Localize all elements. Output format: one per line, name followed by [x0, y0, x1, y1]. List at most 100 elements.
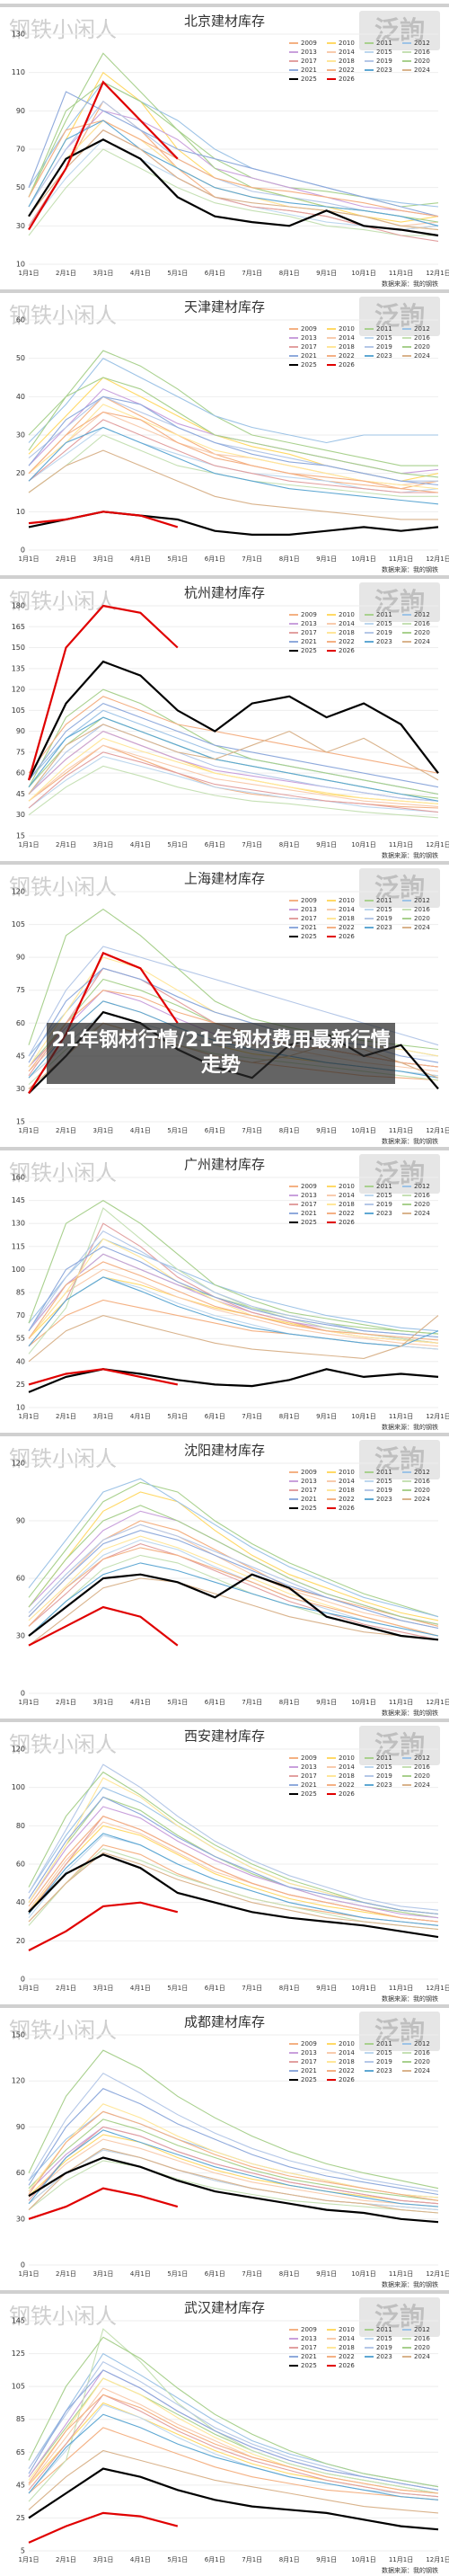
y-tick-label: 45: [16, 790, 25, 798]
x-tick-label: 7月1日: [242, 1127, 262, 1134]
x-tick-label: 2月1日: [56, 841, 76, 848]
legend-label: 2017: [301, 343, 317, 351]
legend-label: 2026: [339, 647, 355, 654]
x-tick-label: 11月1日: [389, 270, 413, 277]
legend-label: 2016: [414, 49, 430, 56]
series-line: [28, 1530, 439, 1630]
legend-label: 2010: [339, 325, 355, 333]
source-note: 数据来源：我的钢铁: [382, 2566, 438, 2574]
series-line: [28, 120, 439, 227]
logo-box: [359, 1726, 440, 1765]
x-tick-label: 1月1日: [19, 1699, 40, 1706]
legend-label: 2018: [339, 2058, 355, 2065]
x-tick-label: 8月1日: [279, 1985, 300, 1992]
y-tick-label: 10: [16, 1404, 25, 1412]
series-line: [28, 2336, 439, 2488]
x-tick-label: 3月1日: [92, 2556, 113, 2563]
watermark: 钢铁小闲人: [9, 875, 117, 900]
chart-title: 北京建材库存: [184, 13, 265, 30]
x-tick-label: 9月1日: [316, 1413, 337, 1420]
series-line: [28, 1505, 439, 1625]
series-line: [28, 2394, 439, 2498]
legend-label: 2011: [376, 40, 392, 47]
logo: 泛詢: [374, 1444, 425, 1474]
x-tick-label: 9月1日: [316, 1985, 337, 1992]
series-line: [28, 511, 179, 529]
legend-label: 2020: [414, 629, 430, 636]
series-line: [28, 1796, 439, 1919]
series-line: [28, 411, 439, 493]
y-tick-label: 85: [16, 2415, 25, 2423]
legend-label: 2017: [301, 915, 317, 922]
x-tick-label: 4月1日: [130, 1413, 151, 1420]
legend-label: 2014: [339, 2049, 355, 2056]
series-line: [28, 100, 439, 231]
y-tick-label: 0: [21, 2261, 25, 2270]
legend-label: 2011: [376, 2326, 392, 2333]
legend-label: 2016: [414, 2049, 430, 2056]
legend-label: 2026: [339, 1790, 355, 1798]
series-line: [28, 1577, 439, 1647]
legend-label: 2024: [414, 1496, 430, 1503]
y-tick-label: 120: [12, 1460, 25, 1468]
series-line: [28, 716, 439, 799]
y-tick-label: 70: [16, 146, 25, 154]
legend-label: 2025: [301, 2362, 317, 2369]
legend-label: 2025: [301, 1505, 317, 1512]
y-tick-label: 60: [16, 1861, 25, 1869]
legend-label: 2026: [339, 2076, 355, 2083]
legend-label: 2018: [339, 629, 355, 636]
legend-label: 2024: [414, 1210, 430, 1217]
series-line: [28, 2129, 439, 2207]
legend-label: 2015: [376, 1478, 392, 1485]
chart-title: 广州建材库存: [184, 1157, 265, 1173]
legend-label: 2015: [376, 49, 392, 56]
series-line: [28, 2187, 179, 2220]
y-tick-label: 40: [16, 393, 25, 401]
y-tick-label: 120: [12, 686, 25, 694]
legend-label: 2015: [376, 1763, 392, 1771]
legend-label: 2018: [339, 1201, 355, 1208]
panel-separator: [0, 1147, 449, 1150]
legend-label: 2022: [339, 2067, 355, 2074]
panel-separator: [0, 2290, 449, 2294]
x-tick-label: 8月1日: [279, 270, 300, 277]
legend-label: 2026: [339, 2362, 355, 2369]
series-line: [28, 80, 179, 231]
legend-label: 2018: [339, 58, 355, 65]
series-line: [28, 1238, 439, 1332]
legend-label: 2020: [414, 1487, 430, 1494]
legend-label: 2025: [301, 933, 317, 940]
legend-label: 2018: [339, 1487, 355, 1494]
legend-label: 2026: [339, 933, 355, 940]
legend-label: 2026: [339, 361, 355, 369]
x-tick-label: 4月1日: [130, 270, 151, 277]
y-tick-label: 90: [16, 954, 25, 962]
x-tick-label: 5月1日: [167, 1413, 188, 1420]
legend-label: 2015: [376, 2335, 392, 2342]
legend-label: 2016: [414, 2335, 430, 2342]
legend-label: 2014: [339, 1192, 355, 1199]
series-line: [28, 2126, 439, 2205]
legend-label: 2017: [301, 1201, 317, 1208]
legend-label: 2009: [301, 2326, 317, 2333]
x-tick-label: 5月1日: [167, 1699, 188, 1706]
y-tick-label: 30: [16, 1085, 25, 1093]
legend-label: 2010: [339, 40, 355, 47]
panel-separator: [0, 1719, 449, 1722]
legend-label: 2011: [376, 1469, 392, 1476]
source-note: 数据来源：我的钢铁: [382, 1994, 438, 2003]
legend-label: 2020: [414, 343, 430, 351]
x-tick-label: 7月1日: [242, 270, 262, 277]
chart-title: 成都建材库存: [184, 2014, 265, 2030]
legend-label: 2019: [376, 915, 392, 922]
legend-label: 2014: [339, 334, 355, 342]
watermark: 钢铁小闲人: [9, 17, 117, 42]
legend-label: 2015: [376, 906, 392, 913]
x-tick-label: 10月1日: [351, 1699, 375, 1706]
y-tick-label: 150: [12, 644, 25, 652]
legend-label: 2023: [376, 352, 392, 360]
y-tick-label: 15: [16, 832, 25, 840]
series-line: [28, 2138, 439, 2207]
y-tick-label: 105: [12, 2383, 25, 2391]
